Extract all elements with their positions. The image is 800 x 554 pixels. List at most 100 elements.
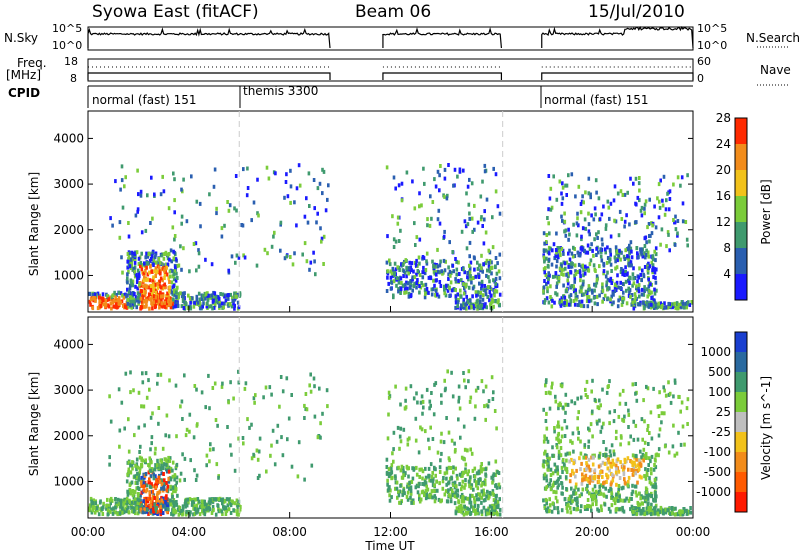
data-cell <box>480 489 484 494</box>
data-cell <box>452 183 455 188</box>
data-cell <box>571 440 574 445</box>
data-cell <box>189 300 192 305</box>
data-cell <box>245 193 249 198</box>
data-cell <box>632 276 635 281</box>
data-cell <box>636 251 639 256</box>
data-cell <box>257 449 261 454</box>
data-cell <box>684 220 688 224</box>
data-cell <box>573 401 577 406</box>
data-cell <box>459 294 463 299</box>
data-cell <box>637 181 641 186</box>
data-cell <box>142 488 146 493</box>
data-cell <box>454 305 457 310</box>
data-cell <box>401 475 405 480</box>
data-cell <box>675 301 679 306</box>
data-cell <box>417 255 421 260</box>
data-cell <box>637 504 640 509</box>
data-cell <box>555 259 559 264</box>
data-cell <box>573 273 576 278</box>
data-cell <box>554 291 557 296</box>
data-cell <box>672 218 675 222</box>
data-cell <box>444 259 447 264</box>
data-cell <box>147 252 150 256</box>
data-cell <box>101 512 105 516</box>
data-cell <box>390 466 393 471</box>
data-cell <box>397 490 400 494</box>
data-cell <box>469 493 472 498</box>
data-cell <box>233 306 236 311</box>
data-cell <box>306 220 310 225</box>
data-cell <box>228 203 232 208</box>
data-cell <box>395 276 399 281</box>
data-cell <box>622 472 626 477</box>
data-cell <box>88 299 92 304</box>
data-cell <box>129 491 133 496</box>
data-cell <box>469 260 473 265</box>
data-cell <box>174 487 178 492</box>
data-cell <box>640 252 643 257</box>
data-cell <box>630 468 633 472</box>
data-cell <box>652 298 656 303</box>
data-cell <box>195 199 199 204</box>
data-cell <box>145 483 149 488</box>
data-cell <box>165 481 168 485</box>
data-cell <box>618 392 622 397</box>
data-cell <box>553 426 556 430</box>
data-cell <box>459 306 463 311</box>
data-cell <box>161 174 164 179</box>
data-cell <box>569 293 573 298</box>
data-cell <box>632 465 635 470</box>
data-cell <box>390 470 394 475</box>
data-cell <box>639 511 642 516</box>
data-cell <box>195 268 198 273</box>
data-cell <box>324 208 328 213</box>
data-cell <box>174 278 178 283</box>
data-cell <box>145 265 148 270</box>
data-cell <box>136 465 140 470</box>
data-cell <box>192 512 195 517</box>
data-cell <box>561 196 565 201</box>
data-cell <box>133 489 137 494</box>
data-cell <box>157 499 161 504</box>
data-cell <box>164 304 167 309</box>
data-cell <box>641 452 645 457</box>
data-cell <box>455 484 458 489</box>
data-cell <box>676 233 679 238</box>
data-cell <box>491 489 495 494</box>
colorbar-frame <box>734 117 748 301</box>
data-cell <box>485 305 488 310</box>
data-cell <box>564 228 568 233</box>
data-cell <box>169 305 173 310</box>
data-cell <box>602 492 605 497</box>
data-cell <box>133 269 137 274</box>
data-cell <box>560 384 564 389</box>
data-cell <box>661 304 664 308</box>
data-cell <box>457 298 460 302</box>
data-cell <box>390 280 394 285</box>
data-cell <box>578 253 582 258</box>
data-cell <box>433 283 436 288</box>
data-cell <box>662 511 665 516</box>
data-cell <box>550 385 553 390</box>
data-cell <box>151 507 155 512</box>
y-tick-label: 2000 <box>53 429 84 443</box>
data-cell <box>679 302 683 307</box>
data-cell <box>137 299 140 304</box>
data-cell <box>91 505 95 510</box>
data-cell <box>443 268 447 273</box>
data-cell <box>475 483 478 488</box>
data-cell <box>487 275 490 280</box>
data-cell <box>588 262 592 267</box>
data-cell <box>127 234 131 239</box>
data-cell <box>592 455 595 460</box>
data-cell <box>411 275 414 280</box>
data-cell <box>480 469 483 474</box>
data-cell <box>491 397 495 401</box>
data-cell <box>574 269 577 274</box>
data-cell <box>474 388 478 393</box>
data-cell <box>162 485 166 490</box>
data-cell <box>587 295 591 300</box>
data-cell <box>612 462 616 467</box>
data-cell <box>402 427 406 432</box>
